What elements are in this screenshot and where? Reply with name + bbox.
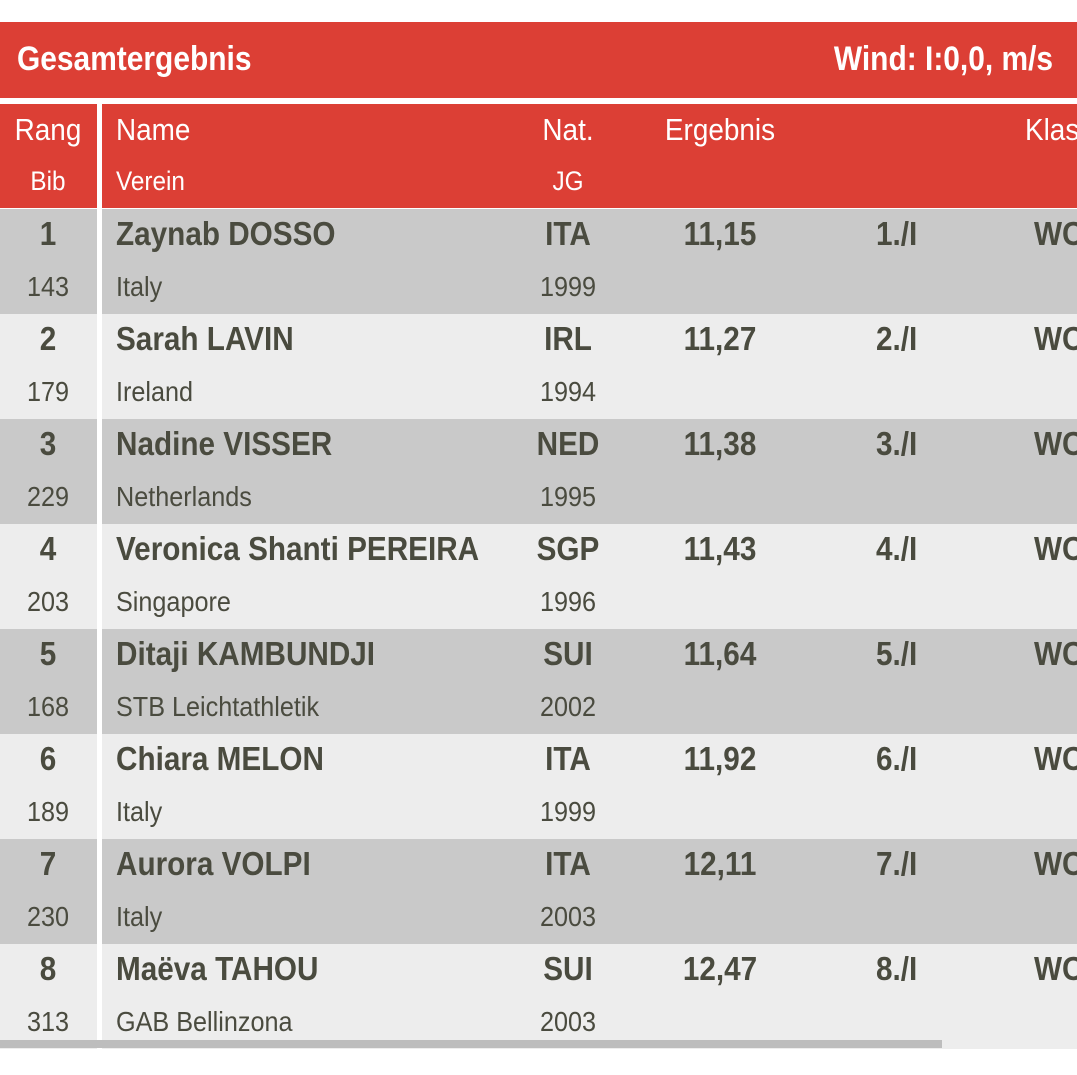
club-name: Italy — [116, 271, 163, 302]
class-cell: WC — [1034, 425, 1077, 462]
nationality-cell: SGP — [536, 530, 600, 567]
header-ergebnis: Ergebnis — [664, 112, 776, 147]
class-cell: WC — [1034, 845, 1077, 882]
result-cell: 11,27 — [683, 320, 757, 357]
club-name: STB Leichtathletik — [116, 691, 320, 722]
nationality-cell: SUI — [543, 635, 593, 672]
bib-cell: 313 — [26, 1006, 70, 1037]
class-cell: WC — [1034, 320, 1077, 357]
class-cell: WC — [1034, 740, 1077, 777]
nationality-cell: NED — [536, 425, 600, 462]
athlete-name: Ditaji KAMBUNDJI — [116, 635, 376, 672]
table-row: 1 143 Zaynab DOSSO Italy ITA 1999 11,15 1./I WC — [0, 209, 1077, 314]
class-cell: WC — [1034, 635, 1077, 672]
bib-cell: 229 — [26, 481, 70, 512]
heat-place-cell: 3./I — [876, 425, 918, 462]
club-name: Singapore — [116, 586, 231, 617]
rank-cell: 7 — [39, 845, 57, 882]
table-row: 6 189 Chiara MELON Italy ITA 1999 11,92 6./I WC — [0, 734, 1077, 839]
club-name: Netherlands — [116, 481, 252, 512]
column-divider — [97, 104, 102, 1050]
header-bib: Bib — [30, 166, 66, 196]
result-cell: 11,64 — [683, 635, 757, 672]
bib-cell: 189 — [26, 796, 70, 827]
heat-place-cell: 4./I — [876, 530, 918, 567]
result-cell: 12,11 — [683, 845, 757, 882]
result-cell: 12,47 — [682, 950, 758, 987]
header-rang: Rang — [14, 112, 82, 147]
bib-cell: 168 — [26, 691, 70, 722]
rank-cell: 2 — [39, 320, 57, 357]
horizontal-scrollbar[interactable] — [0, 1040, 942, 1048]
heat-place-cell: 5./I — [876, 635, 918, 672]
table-row: 8 313 Maëva TAHOU GAB Bellinzona SUI 2003 12,4… — [0, 944, 1077, 1049]
athlete-name: Chiara MELON — [116, 740, 324, 777]
nationality-cell: ITA — [545, 215, 591, 252]
athlete-name: Maëva TAHOU — [116, 950, 319, 987]
heat-place-cell: 2./I — [876, 320, 918, 357]
nationality-cell: SUI — [543, 950, 593, 987]
club-name: Italy — [116, 796, 163, 827]
header-jg: JG — [552, 166, 584, 196]
birth-year-cell: 1999 — [539, 271, 597, 302]
athlete-name: Sarah LAVIN — [116, 320, 294, 357]
header-nat: Nat. — [542, 112, 594, 147]
table-header: Rang Bib Name Verein Nat. JG Ergebnis Kl… — [0, 104, 1077, 208]
page-title: Gesamtergebnis — [17, 40, 252, 78]
club-name: GAB Bellinzona — [116, 1006, 293, 1037]
nationality-cell: ITA — [545, 845, 591, 882]
athlete-name: Aurora VOLPI — [116, 845, 311, 882]
bib-cell: 143 — [26, 271, 70, 302]
bib-cell: 230 — [26, 901, 70, 932]
table-row: 7 230 Aurora VOLPI Italy ITA 2003 12,11 7./I WC — [0, 839, 1077, 944]
club-name: Italy — [116, 901, 163, 932]
header-name: Name — [116, 112, 191, 147]
heat-place-cell: 1./I — [876, 215, 918, 252]
rank-cell: 6 — [39, 740, 57, 777]
heat-place-cell: 8./I — [876, 950, 918, 987]
rank-cell: 8 — [39, 950, 57, 987]
result-cell: 11,15 — [683, 215, 757, 252]
birth-year-cell: 2003 — [539, 901, 597, 932]
rank-cell: 5 — [39, 635, 57, 672]
nationality-cell: IRL — [544, 320, 592, 357]
birth-year-cell: 1994 — [539, 376, 597, 407]
class-cell: WC — [1034, 215, 1077, 252]
bib-cell: 203 — [26, 586, 70, 617]
athlete-name: Veronica Shanti PEREIRA — [116, 530, 480, 567]
result-cell: 11,92 — [683, 740, 757, 777]
table-row: 2 179 Sarah LAVIN Ireland IRL 1994 11,27 2./I WC — [0, 314, 1077, 419]
club-name: Ireland — [116, 376, 194, 407]
title-bar: Gesamtergebnis Wind: I:0,0, m/s — [0, 22, 1077, 98]
birth-year-cell: 1999 — [539, 796, 597, 827]
rank-cell: 1 — [39, 215, 57, 252]
table-row: 3 229 Nadine VISSER Netherlands NED 1995 11,38… — [0, 419, 1077, 524]
athlete-name: Nadine VISSER — [116, 425, 333, 462]
header-klasse: Klas — [1025, 112, 1077, 147]
table-row: 4 203 Veronica Shanti PEREIRA Singapore SGP 1… — [0, 524, 1077, 629]
birth-year-cell: 2002 — [539, 691, 597, 722]
class-cell: WC — [1034, 950, 1077, 987]
header-verein: Verein — [116, 166, 185, 196]
birth-year-cell: 1996 — [539, 586, 597, 617]
bib-cell: 179 — [26, 376, 70, 407]
birth-year-cell: 1995 — [539, 481, 597, 512]
heat-place-cell: 7./I — [876, 845, 918, 882]
rank-cell: 3 — [39, 425, 57, 462]
athlete-name: Zaynab DOSSO — [116, 215, 336, 252]
nationality-cell: ITA — [545, 740, 591, 777]
birth-year-cell: 2003 — [539, 1006, 597, 1037]
wind-info: Wind: I:0,0, m/s — [833, 40, 1053, 78]
result-cell: 11,43 — [683, 530, 757, 567]
table-row: 5 168 Ditaji KAMBUNDJI STB Leichtathletik SU… — [0, 629, 1077, 734]
rank-cell: 4 — [39, 530, 57, 567]
result-cell: 11,38 — [683, 425, 757, 462]
class-cell: WC — [1034, 530, 1077, 567]
heat-place-cell: 6./I — [876, 740, 918, 777]
